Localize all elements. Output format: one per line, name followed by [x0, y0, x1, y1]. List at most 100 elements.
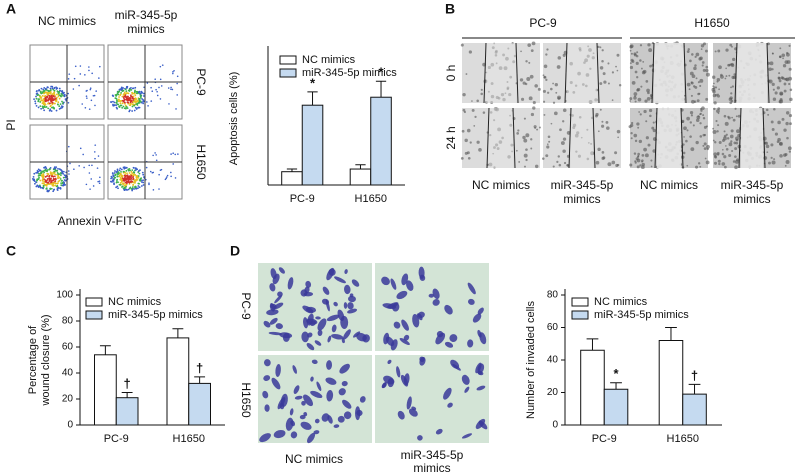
cell	[264, 404, 270, 412]
flow-dot	[172, 72, 174, 75]
flow-dot	[125, 90, 128, 93]
flow-dot	[128, 97, 131, 100]
cell	[735, 141, 739, 145]
cell	[691, 99, 695, 104]
flow-dot	[168, 103, 170, 105]
cell	[349, 293, 354, 298]
cell	[545, 53, 548, 56]
flow-dot	[50, 183, 53, 185]
flow-dot	[58, 108, 61, 110]
flow-dot	[136, 102, 139, 105]
cell	[351, 279, 360, 287]
cell	[545, 78, 548, 81]
error-bar	[610, 382, 622, 390]
flow-dot	[117, 187, 119, 190]
cell	[712, 87, 715, 90]
flow-dot	[119, 172, 122, 175]
flow-dot	[53, 175, 56, 178]
cell	[645, 120, 648, 123]
flow-dot	[140, 92, 143, 94]
wound-edge	[596, 42, 600, 104]
cell	[477, 370, 484, 376]
flow-dot	[120, 175, 123, 178]
flow-dot	[40, 92, 43, 95]
flow-dot	[155, 88, 157, 91]
flow-dot	[148, 182, 150, 184]
cell	[543, 113, 546, 116]
flow-dot	[137, 91, 140, 94]
flow-dot	[33, 172, 36, 175]
cell	[301, 400, 306, 406]
cell	[634, 160, 637, 163]
flow-dot	[132, 99, 135, 101]
cell	[474, 115, 477, 118]
flow-dot	[65, 179, 67, 182]
cell	[703, 142, 707, 146]
flow-dot	[113, 101, 116, 104]
flow-dot	[114, 170, 116, 172]
flow-dot	[124, 104, 127, 107]
cell	[482, 111, 486, 114]
cell	[789, 97, 793, 102]
flow-dot	[125, 105, 128, 108]
flow-dot	[98, 77, 100, 79]
cell	[701, 61, 705, 64]
legend-label: NC mimics	[302, 54, 356, 66]
flow-dot	[92, 185, 95, 187]
flow-plots	[29, 44, 183, 200]
flow-dot	[132, 174, 135, 177]
flow-dot	[94, 144, 97, 146]
flow-dot	[61, 100, 63, 103]
cell	[399, 338, 410, 345]
flow-dot	[112, 172, 114, 175]
cell	[636, 88, 640, 92]
flow-dot	[111, 176, 114, 179]
x-tick-label: PC-9	[290, 193, 315, 205]
cell	[287, 277, 294, 290]
cell	[464, 138, 468, 143]
flow-dot	[124, 175, 127, 177]
wound-edge	[734, 42, 738, 104]
flow-dot	[54, 102, 56, 105]
flow-dot	[121, 180, 123, 182]
flow-dot	[54, 180, 57, 183]
cell	[723, 130, 726, 133]
cell	[628, 125, 632, 129]
wound-edge	[738, 107, 742, 169]
flow-dot	[43, 180, 46, 183]
flow-dot	[118, 183, 121, 186]
flow-dot	[120, 91, 123, 94]
cell	[526, 77, 531, 82]
flow-dot	[131, 96, 134, 99]
flow-dot	[116, 172, 119, 175]
axis-label: PI	[4, 119, 18, 130]
cell	[637, 97, 642, 102]
cell	[306, 343, 315, 351]
cell	[306, 318, 318, 325]
flow-dot	[50, 173, 53, 176]
flow-dot	[151, 90, 154, 93]
bar	[603, 388, 629, 426]
cell	[343, 411, 352, 420]
cell	[705, 160, 710, 165]
flow-dot	[54, 184, 57, 187]
bar	[301, 104, 324, 186]
cell	[534, 164, 539, 169]
cell	[633, 133, 638, 138]
wound-gap	[737, 43, 767, 103]
cell	[770, 156, 773, 159]
y-tick-label: 80	[62, 316, 74, 327]
cell	[530, 147, 533, 150]
flow-dot	[110, 101, 113, 104]
cell	[521, 97, 525, 101]
flow-dot	[140, 185, 143, 187]
cell	[616, 129, 621, 134]
cell	[712, 129, 717, 134]
flow-dot	[97, 155, 100, 157]
cell	[321, 413, 330, 422]
cell	[629, 44, 634, 48]
cell	[705, 68, 709, 73]
y-axis-label: Apoptosis cells (%)	[228, 72, 240, 166]
cell	[690, 114, 694, 117]
cell	[785, 160, 790, 165]
